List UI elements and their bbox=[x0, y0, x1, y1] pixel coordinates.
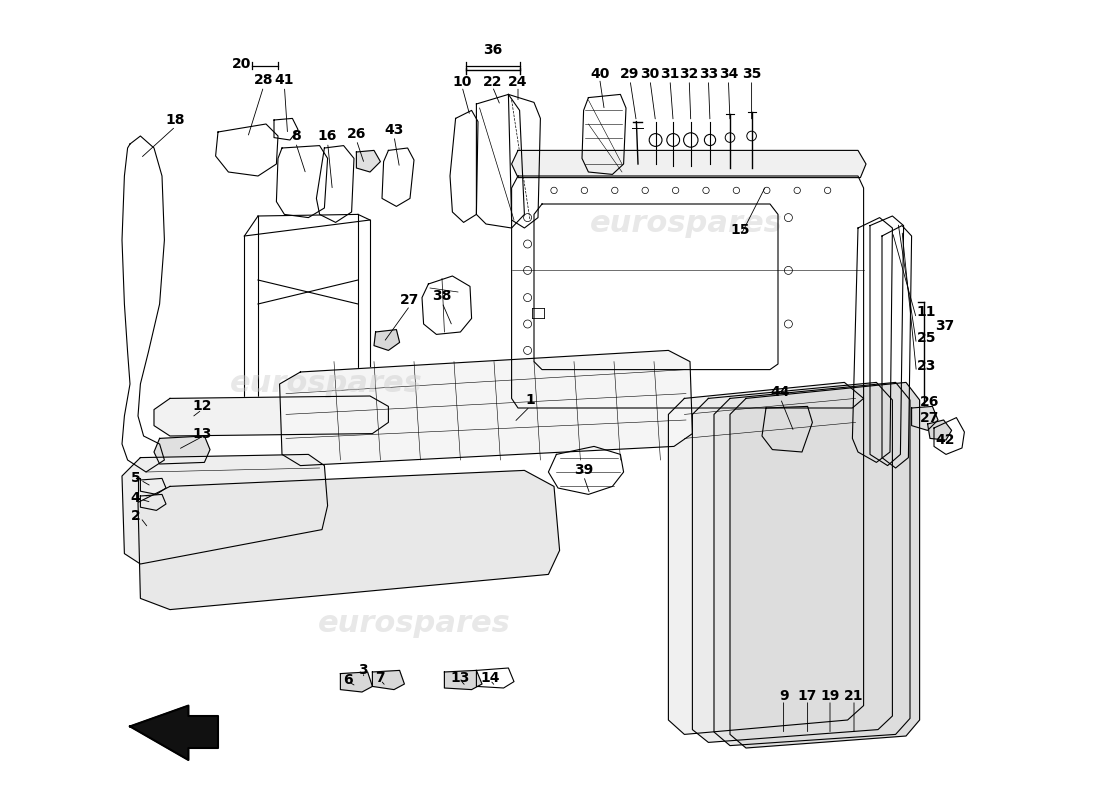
Text: 6: 6 bbox=[343, 673, 353, 687]
Polygon shape bbox=[374, 330, 399, 350]
Text: 4: 4 bbox=[131, 490, 141, 505]
Polygon shape bbox=[154, 436, 210, 464]
Text: 20: 20 bbox=[232, 57, 252, 71]
Polygon shape bbox=[340, 672, 373, 692]
Text: 24: 24 bbox=[508, 74, 528, 89]
Text: 16: 16 bbox=[318, 129, 338, 143]
Text: 2: 2 bbox=[131, 509, 141, 523]
Text: 28: 28 bbox=[254, 73, 273, 87]
Text: eurospares: eurospares bbox=[318, 610, 510, 638]
Text: 3: 3 bbox=[358, 663, 367, 678]
Polygon shape bbox=[714, 382, 910, 746]
Text: 26: 26 bbox=[346, 127, 366, 142]
Polygon shape bbox=[444, 670, 482, 690]
Text: 13: 13 bbox=[451, 671, 470, 686]
Polygon shape bbox=[912, 406, 938, 430]
Text: 18: 18 bbox=[166, 113, 185, 127]
Text: 19: 19 bbox=[821, 689, 839, 703]
Polygon shape bbox=[730, 382, 920, 748]
Text: 26: 26 bbox=[920, 394, 939, 409]
Text: 12: 12 bbox=[192, 399, 211, 414]
Text: 25: 25 bbox=[916, 330, 936, 345]
Text: eurospares: eurospares bbox=[590, 210, 782, 238]
Polygon shape bbox=[927, 420, 952, 440]
Text: 22: 22 bbox=[483, 74, 502, 89]
Text: 40: 40 bbox=[590, 66, 609, 81]
Polygon shape bbox=[122, 454, 328, 564]
Text: 5: 5 bbox=[131, 471, 141, 486]
Polygon shape bbox=[373, 670, 405, 690]
Text: 8: 8 bbox=[290, 129, 300, 143]
Text: 38: 38 bbox=[432, 289, 452, 303]
Text: 43: 43 bbox=[384, 122, 404, 137]
Text: 15: 15 bbox=[730, 223, 750, 238]
Text: 14: 14 bbox=[481, 671, 499, 686]
Text: 36: 36 bbox=[483, 42, 502, 57]
Text: 9: 9 bbox=[779, 689, 789, 703]
Text: 17: 17 bbox=[798, 689, 817, 703]
Text: 27: 27 bbox=[400, 293, 420, 307]
Polygon shape bbox=[512, 150, 866, 178]
Text: 42: 42 bbox=[936, 433, 955, 447]
Text: 23: 23 bbox=[916, 359, 936, 374]
Text: 31: 31 bbox=[660, 66, 680, 81]
Text: 11: 11 bbox=[916, 305, 936, 319]
Text: 27: 27 bbox=[920, 410, 939, 425]
Polygon shape bbox=[154, 396, 388, 436]
Polygon shape bbox=[692, 382, 892, 742]
Text: 34: 34 bbox=[718, 66, 738, 81]
Text: 32: 32 bbox=[680, 66, 698, 81]
Text: 7: 7 bbox=[375, 671, 385, 686]
Text: 10: 10 bbox=[452, 74, 472, 89]
Text: 21: 21 bbox=[845, 689, 864, 703]
Text: 1: 1 bbox=[525, 393, 535, 407]
Text: 29: 29 bbox=[620, 66, 640, 81]
Text: 33: 33 bbox=[698, 66, 718, 81]
Text: 39: 39 bbox=[574, 463, 593, 478]
Polygon shape bbox=[130, 706, 218, 760]
Polygon shape bbox=[138, 470, 560, 610]
Polygon shape bbox=[669, 382, 864, 734]
Text: 35: 35 bbox=[741, 66, 761, 81]
Text: 37: 37 bbox=[936, 319, 955, 334]
Text: eurospares: eurospares bbox=[230, 370, 422, 398]
Text: 13: 13 bbox=[192, 426, 211, 441]
Text: 41: 41 bbox=[275, 73, 294, 87]
Text: 44: 44 bbox=[771, 385, 790, 399]
Polygon shape bbox=[356, 150, 381, 172]
Polygon shape bbox=[279, 350, 692, 466]
Text: 30: 30 bbox=[640, 66, 660, 81]
